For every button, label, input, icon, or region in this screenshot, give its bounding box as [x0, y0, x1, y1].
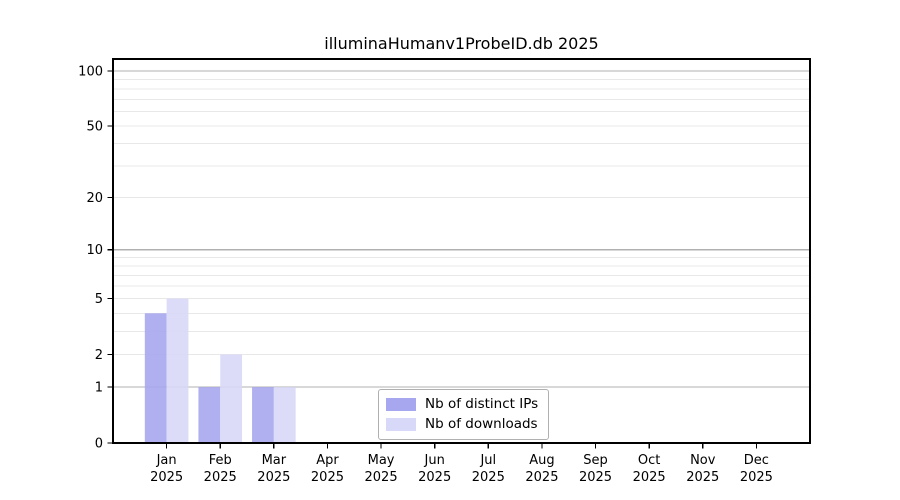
x-tick-label-year: 2025: [365, 470, 398, 485]
legend-swatch-distinct-ips: [386, 398, 416, 411]
legend-label-downloads: Nb of downloads: [425, 416, 538, 432]
x-tick-label-year: 2025: [150, 470, 183, 485]
chart-title: illuminaHumanv1ProbeID.db 2025: [324, 34, 599, 53]
x-tick-label-year: 2025: [579, 470, 612, 485]
y-tick-label: 0: [95, 437, 103, 452]
x-tick-label-month: Mar: [262, 453, 287, 468]
x-tick-label-month: Apr: [316, 453, 339, 468]
x-tick-label-year: 2025: [525, 470, 558, 485]
y-tick-label: 10: [86, 243, 103, 258]
y-tick-label: 100: [78, 65, 103, 80]
x-tick-label-year: 2025: [633, 470, 666, 485]
y-tick-label: 1: [95, 381, 103, 396]
bar-downloads-jan: [166, 298, 189, 443]
x-tick-label-month: Sep: [583, 453, 608, 468]
x-tick-label-year: 2025: [204, 470, 237, 485]
x-tick-label-year: 2025: [257, 470, 290, 485]
legend-label-distinct-ips: Nb of distinct IPs: [425, 396, 539, 412]
x-tick-label-month: May: [368, 453, 395, 468]
x-tick-label-year: 2025: [311, 470, 344, 485]
x-tick-label-month: Feb: [209, 453, 232, 468]
bar-downloads-mar: [273, 387, 296, 443]
x-tick-label-month: Jul: [479, 453, 496, 468]
y-tick-label: 2: [95, 348, 103, 363]
x-tick-label-month: Aug: [529, 453, 554, 468]
legend: Nb of distinct IPs Nb of downloads: [378, 389, 550, 440]
bar-distinct-ips-mar: [252, 387, 274, 443]
x-tick-label-year: 2025: [418, 470, 451, 485]
bar-downloads-feb: [220, 354, 243, 443]
legend-item-downloads: Nb of downloads: [386, 416, 538, 433]
x-tick-label-year: 2025: [686, 470, 719, 485]
x-tick-label-month: Jan: [156, 453, 177, 468]
x-tick-label-year: 2025: [472, 470, 505, 485]
legend-swatch-downloads: [386, 418, 416, 431]
x-tick-label-month: Jun: [424, 453, 445, 468]
x-tick-label-month: Oct: [638, 453, 660, 468]
x-tick-label-month: Nov: [690, 453, 716, 468]
y-tick-label: 5: [95, 292, 103, 307]
x-tick-label-month: Dec: [744, 453, 769, 468]
plot-border: [112, 58, 811, 444]
y-tick-label: 50: [86, 120, 103, 135]
bar-distinct-ips-feb: [198, 387, 221, 443]
y-tick-label: 20: [86, 191, 103, 206]
bar-distinct-ips-jan: [144, 313, 167, 443]
x-tick-label-year: 2025: [740, 470, 773, 485]
legend-item-distinct-ips: Nb of distinct IPs: [386, 396, 538, 413]
